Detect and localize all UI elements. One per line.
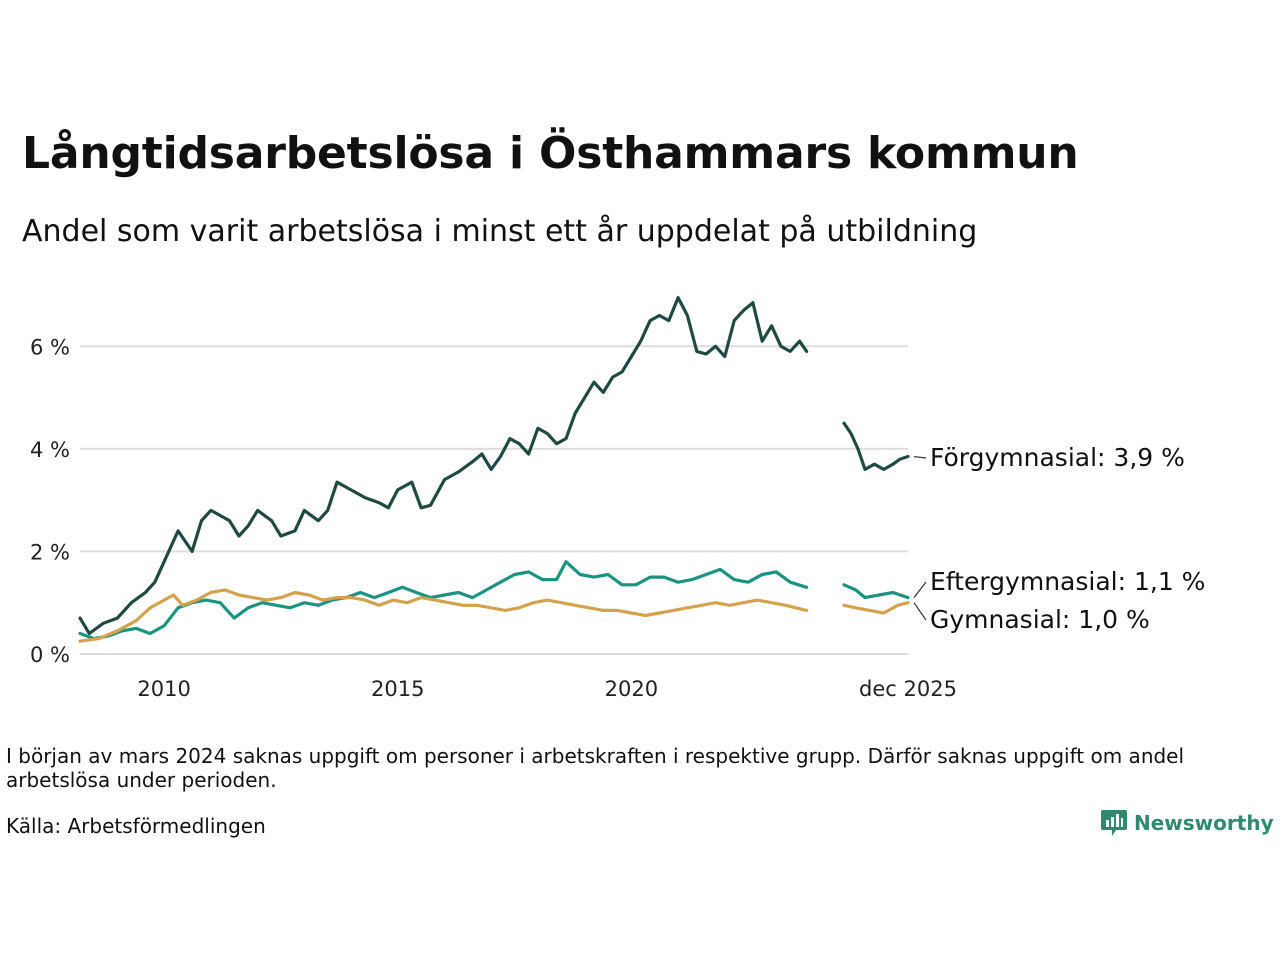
end-label-gymnasial: Gymnasial: 1,0 % [930,605,1150,634]
x-axis-ticks: 2010 2015 2020 dec 2025 [137,677,957,701]
series-end-labels: Förgymnasial: 3,9 % Eftergymnasial: 1,1 %… [913,443,1205,634]
x-tick-label: 2015 [371,677,424,701]
brand-name: Newsworthy [1134,811,1274,835]
source-text: Källa: Arbetsförmedlingen [6,814,266,838]
x-tick-label: dec 2025 [859,677,957,701]
grid-lines [80,345,908,655]
label-leader [913,602,927,621]
end-label-eftergymnasial: Eftergymnasial: 1,1 % [930,567,1205,596]
label-leader [913,455,927,459]
newsworthy-logo: Newsworthy [1100,808,1274,838]
y-axis-ticks: 0 % 2 % 4 % 6 % [30,335,70,667]
series-line-förgymnasial [78,296,809,636]
x-tick-label: 2020 [605,677,658,701]
chart-subtitle: Andel som varit arbetslösa i minst ett å… [22,214,978,249]
series-line-gymnasial [78,588,809,643]
series-line-eftergymnasial [842,583,910,600]
y-tick-label: 0 % [30,643,70,667]
end-label-förgymnasial: Förgymnasial: 3,9 % [930,443,1185,472]
x-tick-label: 2010 [137,677,190,701]
footnote: I början av mars 2024 saknas uppgift om … [6,744,1185,792]
y-tick-label: 2 % [30,540,70,564]
series-line-gymnasial [842,601,910,615]
series-lines [78,296,910,643]
y-tick-label: 4 % [30,438,70,462]
series-line-förgymnasial [842,421,910,471]
series-line-eftergymnasial [78,560,809,641]
label-leader [913,581,927,598]
newsworthy-icon [1101,810,1127,836]
line-chart: 0 % 2 % 4 % 6 % 2010 2015 2020 dec 2025 Förgym… [30,296,1205,701]
y-tick-label: 6 % [30,335,70,359]
chart-title: Långtidsarbetslösa i Östhammars kommun [22,128,1079,179]
